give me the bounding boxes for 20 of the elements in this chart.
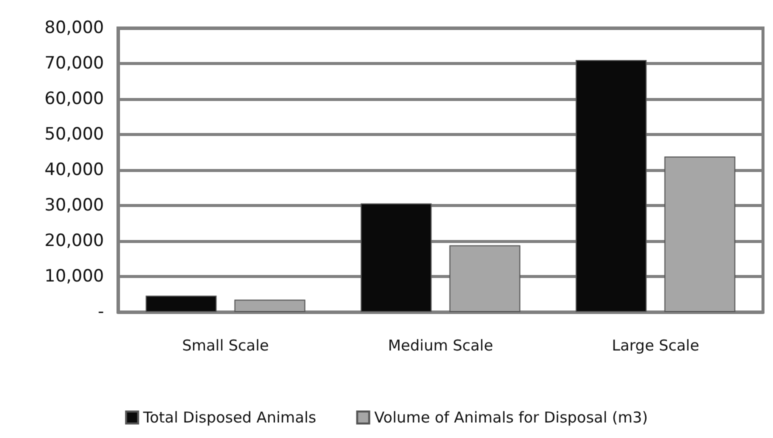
bar (576, 60, 647, 312)
y-tick-label: 10,000 (44, 266, 104, 286)
x-tick-label: Small Scale (182, 336, 269, 354)
bar (449, 245, 520, 312)
y-tick-label: 50,000 (44, 124, 104, 144)
legend-label: Total Disposed Animals (142, 408, 316, 426)
y-tick-label: 40,000 (44, 160, 104, 180)
y-tick-label: - (98, 302, 104, 322)
y-tick-label: 70,000 (44, 54, 104, 74)
y-tick-label: 80,000 (44, 18, 104, 38)
bar (146, 296, 217, 312)
x-tick-label: Large Scale (612, 336, 700, 354)
y-tick-label: 30,000 (44, 196, 104, 216)
legend-label: Volume of Animals for Disposal (m3) (374, 408, 648, 426)
x-tick-label: Medium Scale (388, 336, 494, 354)
y-tick-label: 60,000 (44, 89, 104, 109)
bar (234, 300, 306, 312)
y-tick-label: 20,000 (44, 231, 104, 251)
bar (664, 156, 736, 312)
bar (360, 203, 432, 312)
